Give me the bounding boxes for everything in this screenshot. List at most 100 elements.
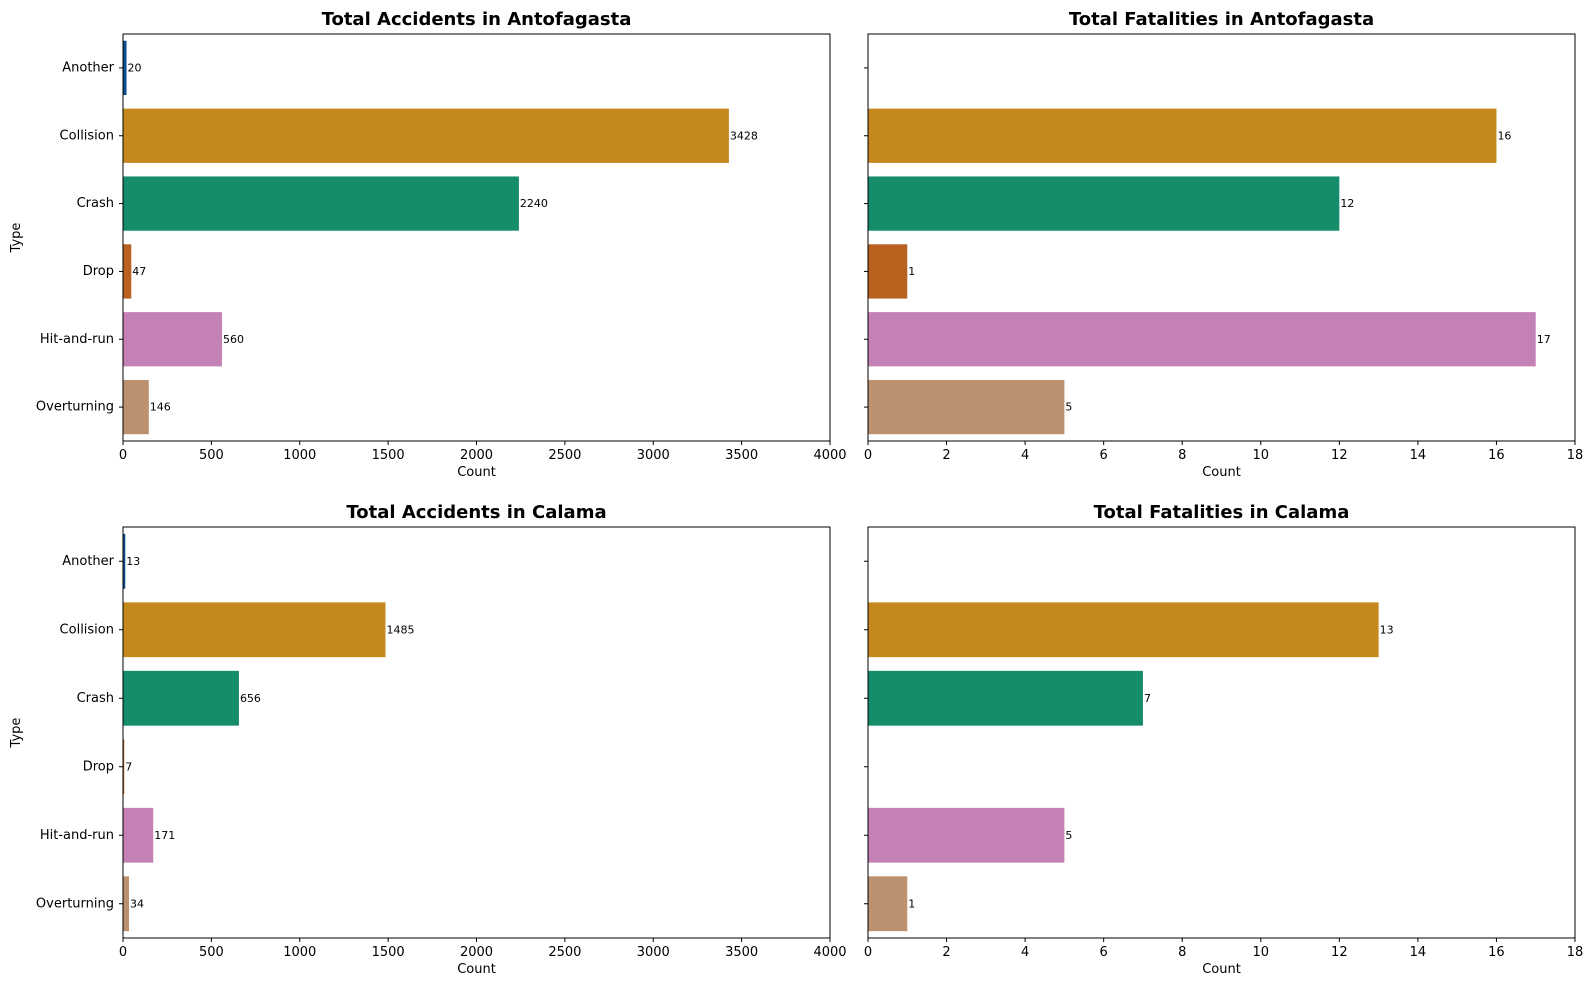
x-tick-label: 4000 xyxy=(813,945,846,960)
panel-title: Total Fatalities in Antofagasta xyxy=(1069,9,1374,30)
bar-hit-and-run xyxy=(123,807,154,863)
chart-panel-1: 20 Another 3428 Collision 2240 Crash 47 Drop 560… xyxy=(9,9,847,480)
y-tick-label: Hit-and-run xyxy=(40,828,114,843)
x-tick-label: 500 xyxy=(199,448,224,463)
y-tick-label: Another xyxy=(62,554,114,569)
data-label-hit-and-run: 17 xyxy=(1537,333,1551,346)
data-label-drop: 47 xyxy=(132,265,146,278)
x-tick-label: 3000 xyxy=(637,945,670,960)
bar-another xyxy=(123,40,127,96)
y-tick-label: Crash xyxy=(77,196,114,211)
data-label-collision: 16 xyxy=(1497,129,1511,142)
y-tick-label: Overturning xyxy=(36,400,114,415)
data-label-drop: 7 xyxy=(125,760,132,773)
x-axis-label: Count xyxy=(457,465,496,480)
x-tick-label: 2 xyxy=(942,945,950,960)
bar-another xyxy=(123,533,126,589)
x-tick-label: 10 xyxy=(1253,945,1270,960)
y-tick-label: Drop xyxy=(83,264,114,279)
y-tick-label: Overturning xyxy=(36,896,114,911)
bar-overturning xyxy=(123,379,149,435)
y-tick-label: Collision xyxy=(60,622,114,637)
y-axis-label: Type xyxy=(9,223,24,254)
plot-frame xyxy=(122,526,831,939)
bar-crash xyxy=(868,176,1340,231)
plot-frame xyxy=(867,526,1576,939)
bar-crash xyxy=(868,670,1143,726)
x-tick-label: 1500 xyxy=(372,945,405,960)
x-tick-label: 0 xyxy=(119,945,127,960)
x-tick-label: 14 xyxy=(1410,945,1427,960)
data-label-overturning: 5 xyxy=(1065,401,1072,414)
x-tick-label: 2000 xyxy=(460,448,493,463)
y-tick-label: Crash xyxy=(77,691,114,706)
bar-hit-and-run xyxy=(868,312,1536,367)
bar-collision xyxy=(123,108,729,163)
x-tick-label: 1500 xyxy=(372,448,405,463)
bar-collision xyxy=(868,602,1379,658)
x-tick-label: 2500 xyxy=(548,448,581,463)
chart-panel-2: 16 12 1 17 5 0 2 4 6 8 10 12 14 16 18 Total Fatalities … xyxy=(864,9,1583,480)
bar-collision xyxy=(123,602,386,658)
data-label-hit-and-run: 5 xyxy=(1065,829,1072,842)
data-label-collision: 1485 xyxy=(386,623,414,636)
x-tick-label: 0 xyxy=(864,448,872,463)
x-tick-label: 4 xyxy=(1021,945,1029,960)
data-label-collision: 3428 xyxy=(730,129,758,142)
data-label-another: 13 xyxy=(126,555,140,568)
data-label-overturning: 1 xyxy=(908,897,915,910)
plot-frame xyxy=(867,33,1576,442)
x-tick-label: 1000 xyxy=(283,448,316,463)
x-tick-label: 10 xyxy=(1253,448,1270,463)
x-tick-label: 2000 xyxy=(460,945,493,960)
x-axis-label: Count xyxy=(1202,465,1241,480)
panel-title: Total Accidents in Antofagasta xyxy=(322,9,632,30)
x-tick-label: 16 xyxy=(1488,945,1505,960)
bar-hit-and-run xyxy=(123,312,222,367)
data-label-hit-and-run: 560 xyxy=(223,333,244,346)
x-tick-label: 0 xyxy=(864,945,872,960)
x-tick-label: 4 xyxy=(1021,448,1029,463)
chart-panel-3: 13 Another 1485 Collision 656 Crash 7 Drop 171 Hi… xyxy=(9,502,847,977)
x-axis-label: Count xyxy=(1202,962,1241,977)
bar-overturning xyxy=(868,379,1065,435)
x-axis-label: Count xyxy=(457,962,496,977)
x-tick-label: 8 xyxy=(1178,945,1186,960)
x-tick-label: 18 xyxy=(1567,945,1584,960)
data-label-crash: 7 xyxy=(1144,692,1151,705)
bar-crash xyxy=(123,670,239,726)
x-tick-label: 6 xyxy=(1100,945,1108,960)
x-tick-label: 3500 xyxy=(725,448,758,463)
x-tick-label: 12 xyxy=(1331,945,1348,960)
data-label-drop: 1 xyxy=(908,265,915,278)
y-axis-label: Type xyxy=(9,718,24,749)
data-label-another: 20 xyxy=(128,61,142,74)
bar-overturning xyxy=(123,876,130,932)
x-tick-label: 12 xyxy=(1331,448,1348,463)
y-tick-label: Collision xyxy=(60,128,114,143)
x-tick-label: 6 xyxy=(1100,448,1108,463)
data-label-crash: 2240 xyxy=(520,197,548,210)
y-tick-label: Drop xyxy=(83,759,114,774)
x-tick-label: 3000 xyxy=(637,448,670,463)
x-tick-label: 4000 xyxy=(813,448,846,463)
x-tick-label: 16 xyxy=(1488,448,1505,463)
x-tick-label: 1000 xyxy=(283,945,316,960)
data-label-crash: 12 xyxy=(1340,197,1354,210)
data-label-overturning: 146 xyxy=(150,401,171,414)
x-tick-label: 2500 xyxy=(548,945,581,960)
x-tick-label: 500 xyxy=(199,945,224,960)
x-tick-label: 14 xyxy=(1410,448,1427,463)
data-label-hit-and-run: 171 xyxy=(154,829,175,842)
bar-overturning xyxy=(868,876,908,932)
y-tick-label: Hit-and-run xyxy=(40,332,114,347)
x-tick-label: 18 xyxy=(1567,448,1584,463)
x-tick-label: 8 xyxy=(1178,448,1186,463)
bar-crash xyxy=(123,176,519,231)
y-tick-label: Another xyxy=(62,60,114,75)
plot-frame xyxy=(122,33,831,442)
bar-drop xyxy=(123,739,125,795)
data-label-crash: 656 xyxy=(240,692,261,705)
